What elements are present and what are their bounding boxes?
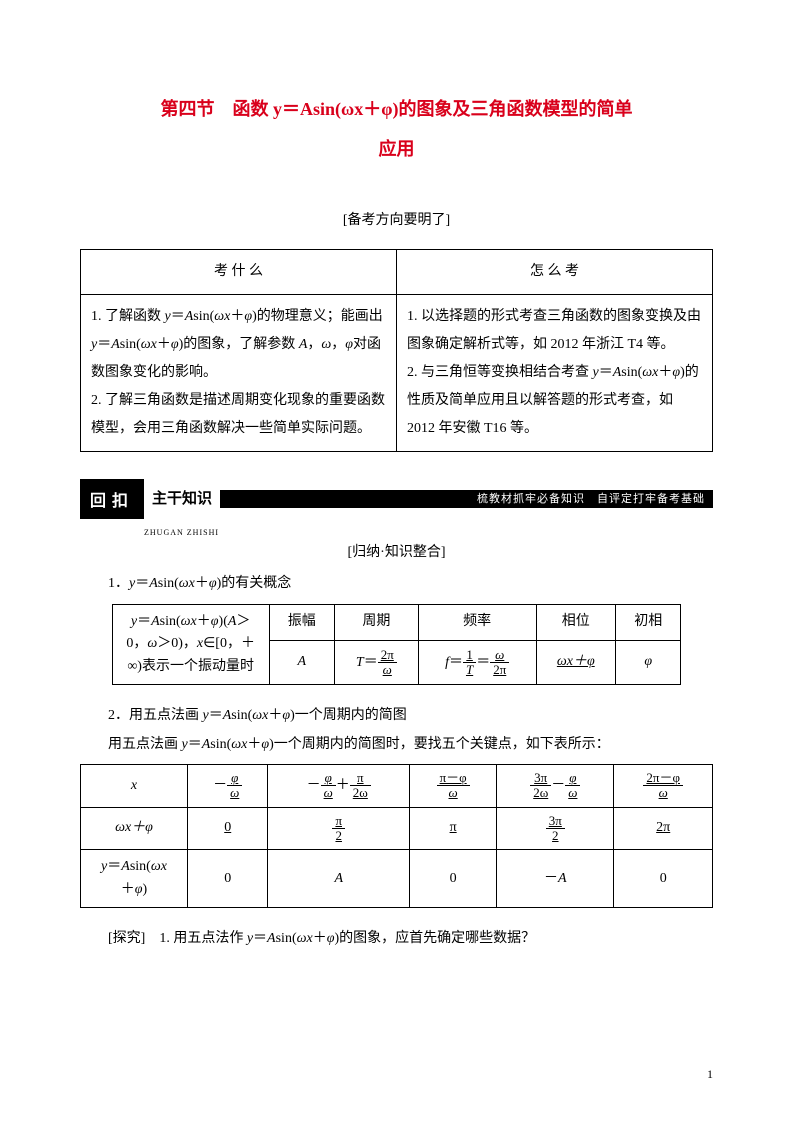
r1c2: －φω＋π2ω: [268, 765, 410, 808]
explore-q: [探究] 1. 用五点法作 y＝Asin(ωx＋φ)的图象，应首先确定哪些数据？: [80, 926, 713, 953]
r1h: x: [81, 765, 188, 808]
r1c1: －φω: [188, 765, 268, 808]
r2c5: 2π: [614, 807, 713, 850]
h-period: 周期: [334, 604, 418, 640]
point-2b: 用五点法画 y＝Asin(ωx＋φ)一个周期内的简图时，要找五个关键点，如下表所…: [80, 732, 713, 759]
r2c2: π2: [268, 807, 410, 850]
cell-desc: y＝Asin(ωx＋φ)(A＞0，ω＞0)，x∈[0，＋∞)表示一个振动量时: [112, 604, 269, 684]
r3h: y＝Asin(ωx＋φ): [81, 850, 188, 908]
section-banner: 回扣 主干知识 ZHUGAN ZHISHI 梳教材抓牢必备知识 自评定打牢备考基…: [80, 482, 713, 516]
r2h: ωx＋φ: [81, 807, 188, 850]
banner-box: 回扣: [80, 479, 144, 519]
banner-strip: 梳教材抓牢必备知识 自评定打牢备考基础: [220, 490, 713, 508]
v-init: φ: [616, 641, 681, 685]
r1c3: π－φω: [410, 765, 497, 808]
r3c5: 0: [614, 850, 713, 908]
table-row: ωx＋φ 0 π2 π 3π2 2π: [81, 807, 713, 850]
r3c3: 0: [410, 850, 497, 908]
point-1: 1．y＝Asin(ωx＋φ)的有关概念: [80, 571, 713, 598]
col-what: 考 什 么: [81, 250, 397, 295]
page-title: 第四节 函数 y＝Asin(ωx＋φ)的图象及三角函数模型的简单 应用: [80, 90, 713, 169]
r3c1: 0: [188, 850, 268, 908]
v-freq: f＝1T＝ω2π: [418, 641, 536, 685]
r2c1: 0: [188, 807, 268, 850]
cell-what: 1. 了解函数 y＝Asin(ωx＋φ)的物理意义；能画出 y＝Asin(ωx＋…: [81, 295, 397, 452]
r3c2: A: [268, 850, 410, 908]
r1c4: 3π2ω－φω: [497, 765, 614, 808]
cell-how: 1. 以选择题的形式考查三角函数的图象变换及由图象确定解析式等，如 2012 年…: [397, 295, 713, 452]
page-number: 1: [707, 1067, 713, 1082]
r2c4: 3π2: [497, 807, 614, 850]
h-phase: 相位: [536, 604, 616, 640]
banner-mid: 主干知识: [144, 487, 220, 508]
knowledge-header: [归纳·知识整合]: [80, 541, 713, 561]
h-init: 初相: [616, 604, 681, 640]
title-line-1: 第四节 函数 y＝Asin(ωx＋φ)的图象及三角函数模型的简单: [161, 99, 633, 119]
five-points-table: x －φω －φω＋π2ω π－φω 3π2ω－φω 2π－φω ωx＋φ 0 …: [80, 764, 713, 908]
table-row: 考 什 么 怎 么 考: [81, 250, 713, 295]
title-line-2: 应用: [379, 139, 415, 159]
r1c5: 2π－φω: [614, 765, 713, 808]
table-row: y＝Asin(ωx＋φ) 0 A 0 －A 0: [81, 850, 713, 908]
table-row: x －φω －φω＋π2ω π－φω 3π2ω－φω 2π－φω: [81, 765, 713, 808]
table-row: y＝Asin(ωx＋φ)(A＞0，ω＞0)，x∈[0，＋∞)表示一个振动量时 振…: [112, 604, 681, 640]
h-freq: 频率: [418, 604, 536, 640]
r2c3: π: [410, 807, 497, 850]
exam-direction-table: 考 什 么 怎 么 考 1. 了解函数 y＝Asin(ωx＋φ)的物理意义；能画…: [80, 249, 713, 452]
col-how: 怎 么 考: [397, 250, 713, 295]
v-phase: ωx＋φ: [536, 641, 616, 685]
prep-header: [备考方向要明了]: [80, 209, 713, 229]
h-amp: 振幅: [269, 604, 334, 640]
banner-pinyin: ZHUGAN ZHISHI: [144, 528, 219, 537]
r3c4: －A: [497, 850, 614, 908]
v-amp: A: [269, 641, 334, 685]
concepts-table: y＝Asin(ωx＋φ)(A＞0，ω＞0)，x∈[0，＋∞)表示一个振动量时 振…: [112, 604, 682, 685]
table-row: 1. 了解函数 y＝Asin(ωx＋φ)的物理意义；能画出 y＝Asin(ωx＋…: [81, 295, 713, 452]
v-period: T＝2πω: [334, 641, 418, 685]
point-2: 2．用五点法画 y＝Asin(ωx＋φ)一个周期内的简图: [80, 703, 713, 730]
